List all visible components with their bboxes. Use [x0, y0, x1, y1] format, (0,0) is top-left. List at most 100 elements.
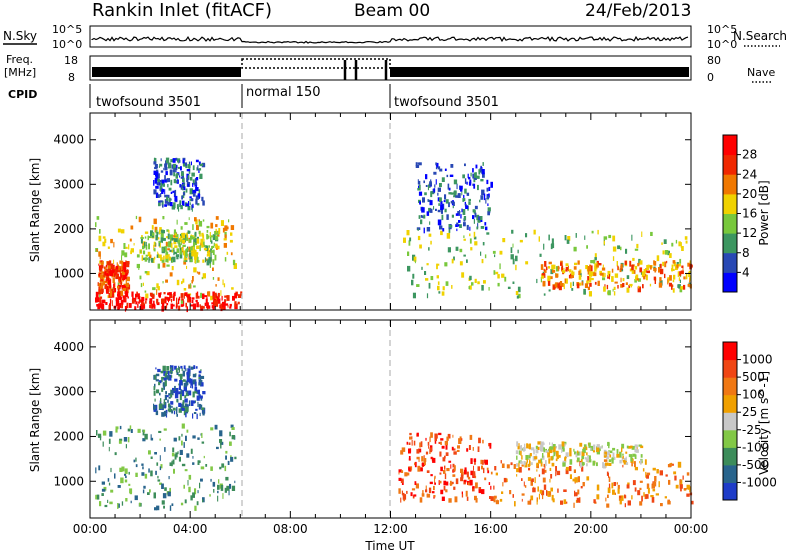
scatter-cell [463, 238, 466, 241]
scatter-cell [646, 274, 648, 281]
scatter-cell [186, 265, 188, 269]
scatter-cell [103, 272, 105, 278]
scatter-cell [161, 376, 165, 380]
scatter-cell [442, 228, 445, 232]
scatter-cell [609, 274, 610, 280]
scatter-cell [662, 250, 665, 255]
scatter-cell [197, 401, 199, 407]
scatter-cell [466, 259, 468, 263]
scatter-cell [126, 276, 130, 282]
scatter-cell [183, 442, 185, 448]
scatter-cell [545, 450, 549, 453]
scatter-cell [179, 200, 182, 204]
scatter-cell [663, 239, 667, 244]
scatter-cell [224, 295, 227, 298]
scatter-cell [170, 367, 173, 372]
scatter-cell [114, 271, 116, 276]
scatter-cell [617, 488, 620, 494]
scatter-cell [199, 173, 203, 179]
scatter-cell [127, 437, 130, 443]
nsky-frame [89, 25, 692, 48]
scatter-cell [101, 288, 104, 293]
scatter-cell [642, 468, 645, 472]
scatter-cell [205, 258, 208, 261]
scatter-cell [120, 290, 124, 296]
scatter-cell [195, 292, 198, 299]
scatter-cell [469, 479, 473, 486]
scatter-cell [464, 203, 467, 207]
scatter-cell [401, 447, 406, 452]
scatter-cell [183, 386, 187, 392]
scatter-cell [158, 173, 160, 179]
scatter-cell [587, 276, 590, 281]
scatter-cell [685, 240, 688, 244]
scatter-cell [199, 482, 201, 489]
scatter-cell [159, 180, 162, 183]
scatter-cell [214, 231, 217, 235]
scatter-cell [430, 432, 433, 438]
scatter-cell [179, 233, 182, 238]
scatter-cell [155, 229, 158, 234]
scatter-cell [428, 487, 432, 494]
scatter-cell [628, 454, 633, 458]
scatter-cell [181, 294, 183, 301]
scatter-cell [155, 234, 158, 241]
scatter-cell [121, 260, 124, 266]
scatter-cell [111, 269, 115, 274]
scatter-cell [653, 276, 657, 281]
scatter-cell [619, 499, 622, 505]
scatter-cell [117, 306, 120, 310]
scatter-cell [630, 455, 633, 462]
scatter-cell [409, 436, 412, 440]
scatter-cell [475, 482, 478, 489]
scatter-cell [117, 485, 121, 488]
scatter-cell [446, 468, 450, 472]
scatter-cell [444, 262, 448, 267]
scatter-cell [188, 284, 192, 289]
scatter-cell [483, 280, 486, 284]
scatter-cell [667, 250, 670, 256]
scatter-cell [438, 432, 442, 436]
scatter-cell [622, 453, 624, 456]
scatter-cell [179, 252, 183, 259]
scatter-cell [196, 271, 198, 274]
scatter-cell [564, 278, 566, 284]
scatter-cell [418, 448, 422, 453]
scatter-cell [593, 499, 596, 504]
scatter-cell [626, 275, 630, 279]
scatter-cell [416, 456, 420, 460]
scatter-cell [425, 485, 427, 490]
scatter-cell [138, 267, 140, 270]
scatter-cell [183, 405, 186, 410]
scatter-cell [184, 254, 186, 261]
scatter-cell [188, 390, 192, 396]
scatter-cell [620, 246, 622, 251]
scatter-cell [593, 272, 597, 277]
scatter-cell [442, 457, 446, 462]
scatter-cell [110, 467, 112, 473]
scatter-cell [148, 468, 150, 473]
scatter-cell [202, 273, 206, 279]
scatter-cell [477, 446, 480, 452]
scatter-cell [634, 248, 639, 251]
scatter-cell [452, 463, 455, 468]
scatter-cell [407, 265, 411, 272]
scatter-cell [604, 284, 606, 287]
scatter-cell [201, 242, 204, 248]
scatter-cell [123, 243, 126, 249]
scatter-cell [178, 374, 181, 377]
scatter-cell [202, 497, 205, 503]
scatter-cell [99, 268, 102, 271]
scatter-cell [183, 300, 185, 307]
colorbar-swatch [723, 482, 737, 501]
scatter-cell [176, 248, 179, 253]
scatter-cell [182, 379, 186, 382]
scatter-cell [645, 268, 647, 273]
scatter-cell [129, 303, 132, 308]
scatter-cell [398, 477, 402, 481]
scatter-cell [196, 395, 200, 401]
scatter-cell [652, 467, 656, 471]
scatter-cell [100, 300, 102, 304]
scatter-cell [201, 162, 206, 168]
scatter-cell [549, 478, 551, 483]
